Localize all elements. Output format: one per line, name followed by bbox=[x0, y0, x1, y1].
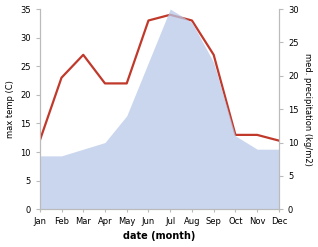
Y-axis label: med. precipitation (kg/m2): med. precipitation (kg/m2) bbox=[303, 53, 313, 165]
Y-axis label: max temp (C): max temp (C) bbox=[5, 80, 15, 138]
X-axis label: date (month): date (month) bbox=[123, 231, 196, 242]
